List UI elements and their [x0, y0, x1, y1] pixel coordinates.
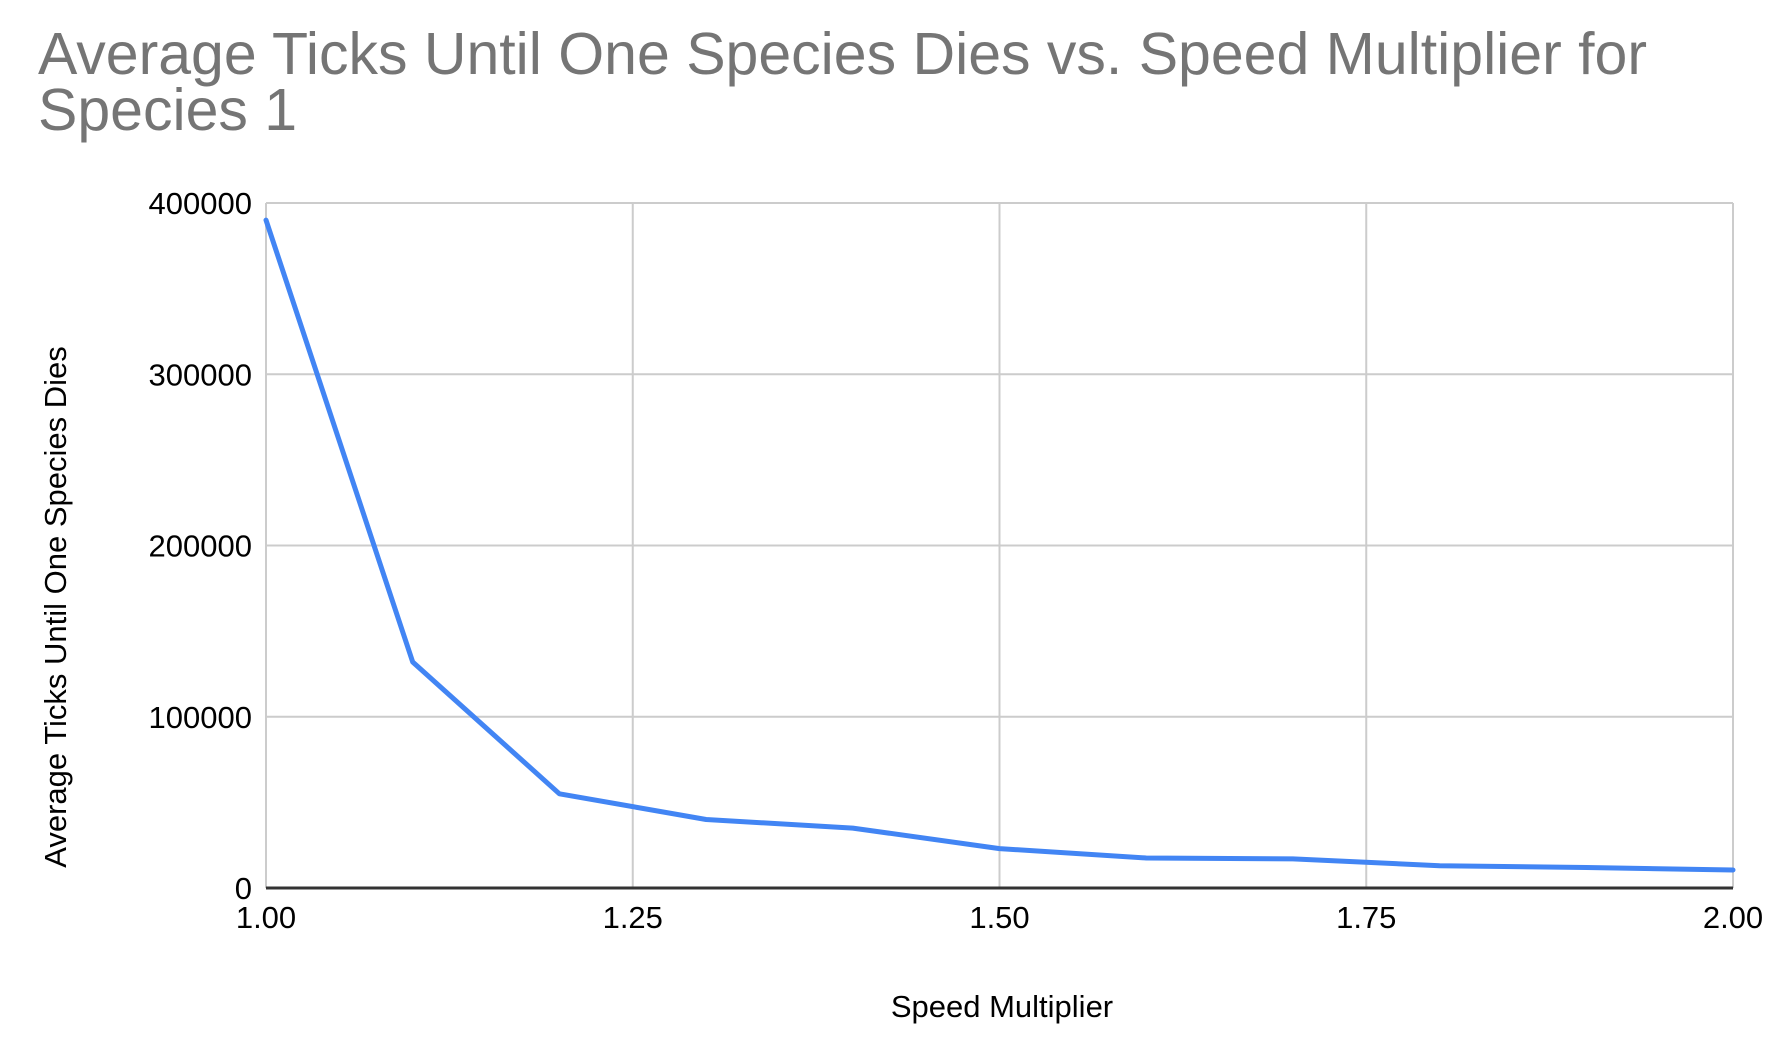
x-tick-label: 1.00: [236, 900, 296, 935]
axes: [265, 203, 1733, 890]
chart-title: Average Ticks Until One Species Dies vs.…: [38, 21, 1647, 143]
y-tick-label: 400000: [149, 186, 252, 221]
x-tick-label: 1.25: [603, 900, 663, 935]
y-tick-label: 0: [235, 871, 252, 906]
x-tick-label: 2.00: [1703, 900, 1763, 935]
x-tick-label: 1.50: [969, 900, 1029, 935]
series-line: [263, 217, 1736, 873]
tick-labels: 0 100000 200000 300000 400000 1.00 1.25 1.50 1.7…: [149, 186, 1764, 935]
y-tick-label: 300000: [149, 357, 252, 392]
x-tick-label: 1.75: [1336, 900, 1396, 935]
y-tick-label: 100000: [149, 700, 252, 735]
x-axis-title: Speed Multiplier: [891, 989, 1113, 1024]
y-tick-label: 200000: [149, 529, 252, 564]
series-layer: [263, 217, 1736, 873]
grid-lines: [266, 202, 1734, 888]
y-axis-title: Average Ticks Until One Species Dies: [38, 346, 73, 868]
